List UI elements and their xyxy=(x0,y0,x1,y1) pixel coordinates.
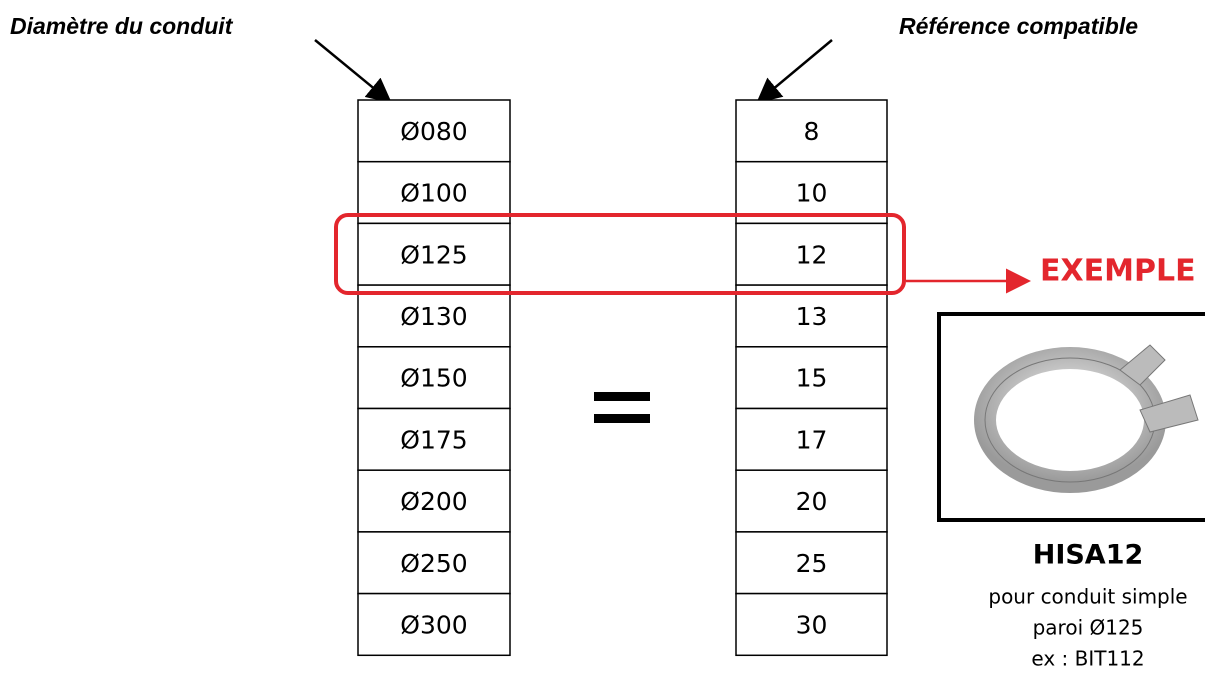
table-cell xyxy=(735,346,888,410)
reference-cell: 10 xyxy=(796,179,828,208)
reference-cell: 12 xyxy=(796,240,828,269)
diameter-cell: Ø300 xyxy=(400,610,467,639)
description-line: ex : BIT112 xyxy=(1031,647,1144,671)
table-cell xyxy=(735,469,888,533)
product-name: HISA12 xyxy=(1033,540,1144,571)
reference-cell: 8 xyxy=(804,117,820,146)
reference-cell: 13 xyxy=(796,302,828,331)
reference-cell: 25 xyxy=(796,549,828,578)
left-label: Diamètre du conduit xyxy=(10,13,234,39)
table-cell xyxy=(357,592,511,657)
highlight xyxy=(334,213,906,295)
reference-cell: 15 xyxy=(796,364,828,393)
description-line: paroi Ø125 xyxy=(1033,616,1144,640)
table-cell xyxy=(735,99,888,163)
table-cell xyxy=(357,407,511,471)
diameter-cell: Ø250 xyxy=(400,549,467,578)
example-label: EXEMPLE xyxy=(1040,254,1196,289)
table-cell xyxy=(357,531,511,595)
diameter-cell: Ø125 xyxy=(400,240,467,269)
diameter-cell: Ø175 xyxy=(400,425,467,454)
clamp-illustration xyxy=(974,344,1199,493)
table-cell xyxy=(357,99,511,163)
diameter-cell: Ø150 xyxy=(400,364,467,393)
table-cell xyxy=(357,284,511,348)
equals-sign xyxy=(594,414,650,423)
table-cell xyxy=(735,222,888,286)
description-line: pour conduit simple xyxy=(988,585,1187,609)
diameter-cell: Ø130 xyxy=(400,302,467,331)
diameter-cell: Ø080 xyxy=(400,117,467,146)
table-cell xyxy=(357,222,511,286)
right-label: Référence compatible xyxy=(899,13,1138,39)
table-cell xyxy=(735,592,888,657)
arrow xyxy=(756,39,833,104)
table-cell xyxy=(735,531,888,595)
arrow xyxy=(314,39,392,104)
diameter-cell: Ø200 xyxy=(400,487,467,516)
reference-cell: 30 xyxy=(796,610,828,639)
reference-cell: 17 xyxy=(796,425,828,454)
tables: Ø080 Ø100 Ø125 Ø130 Ø150 Ø175 Ø200 Ø250 Ø300 8 10 1… xyxy=(357,99,888,657)
description: pour conduit simple paroi Ø125 ex : BIT112 xyxy=(988,585,1187,671)
reference-cell: 20 xyxy=(796,487,828,516)
equals-sign xyxy=(594,392,650,401)
diameter-cell: Ø100 xyxy=(400,179,467,208)
